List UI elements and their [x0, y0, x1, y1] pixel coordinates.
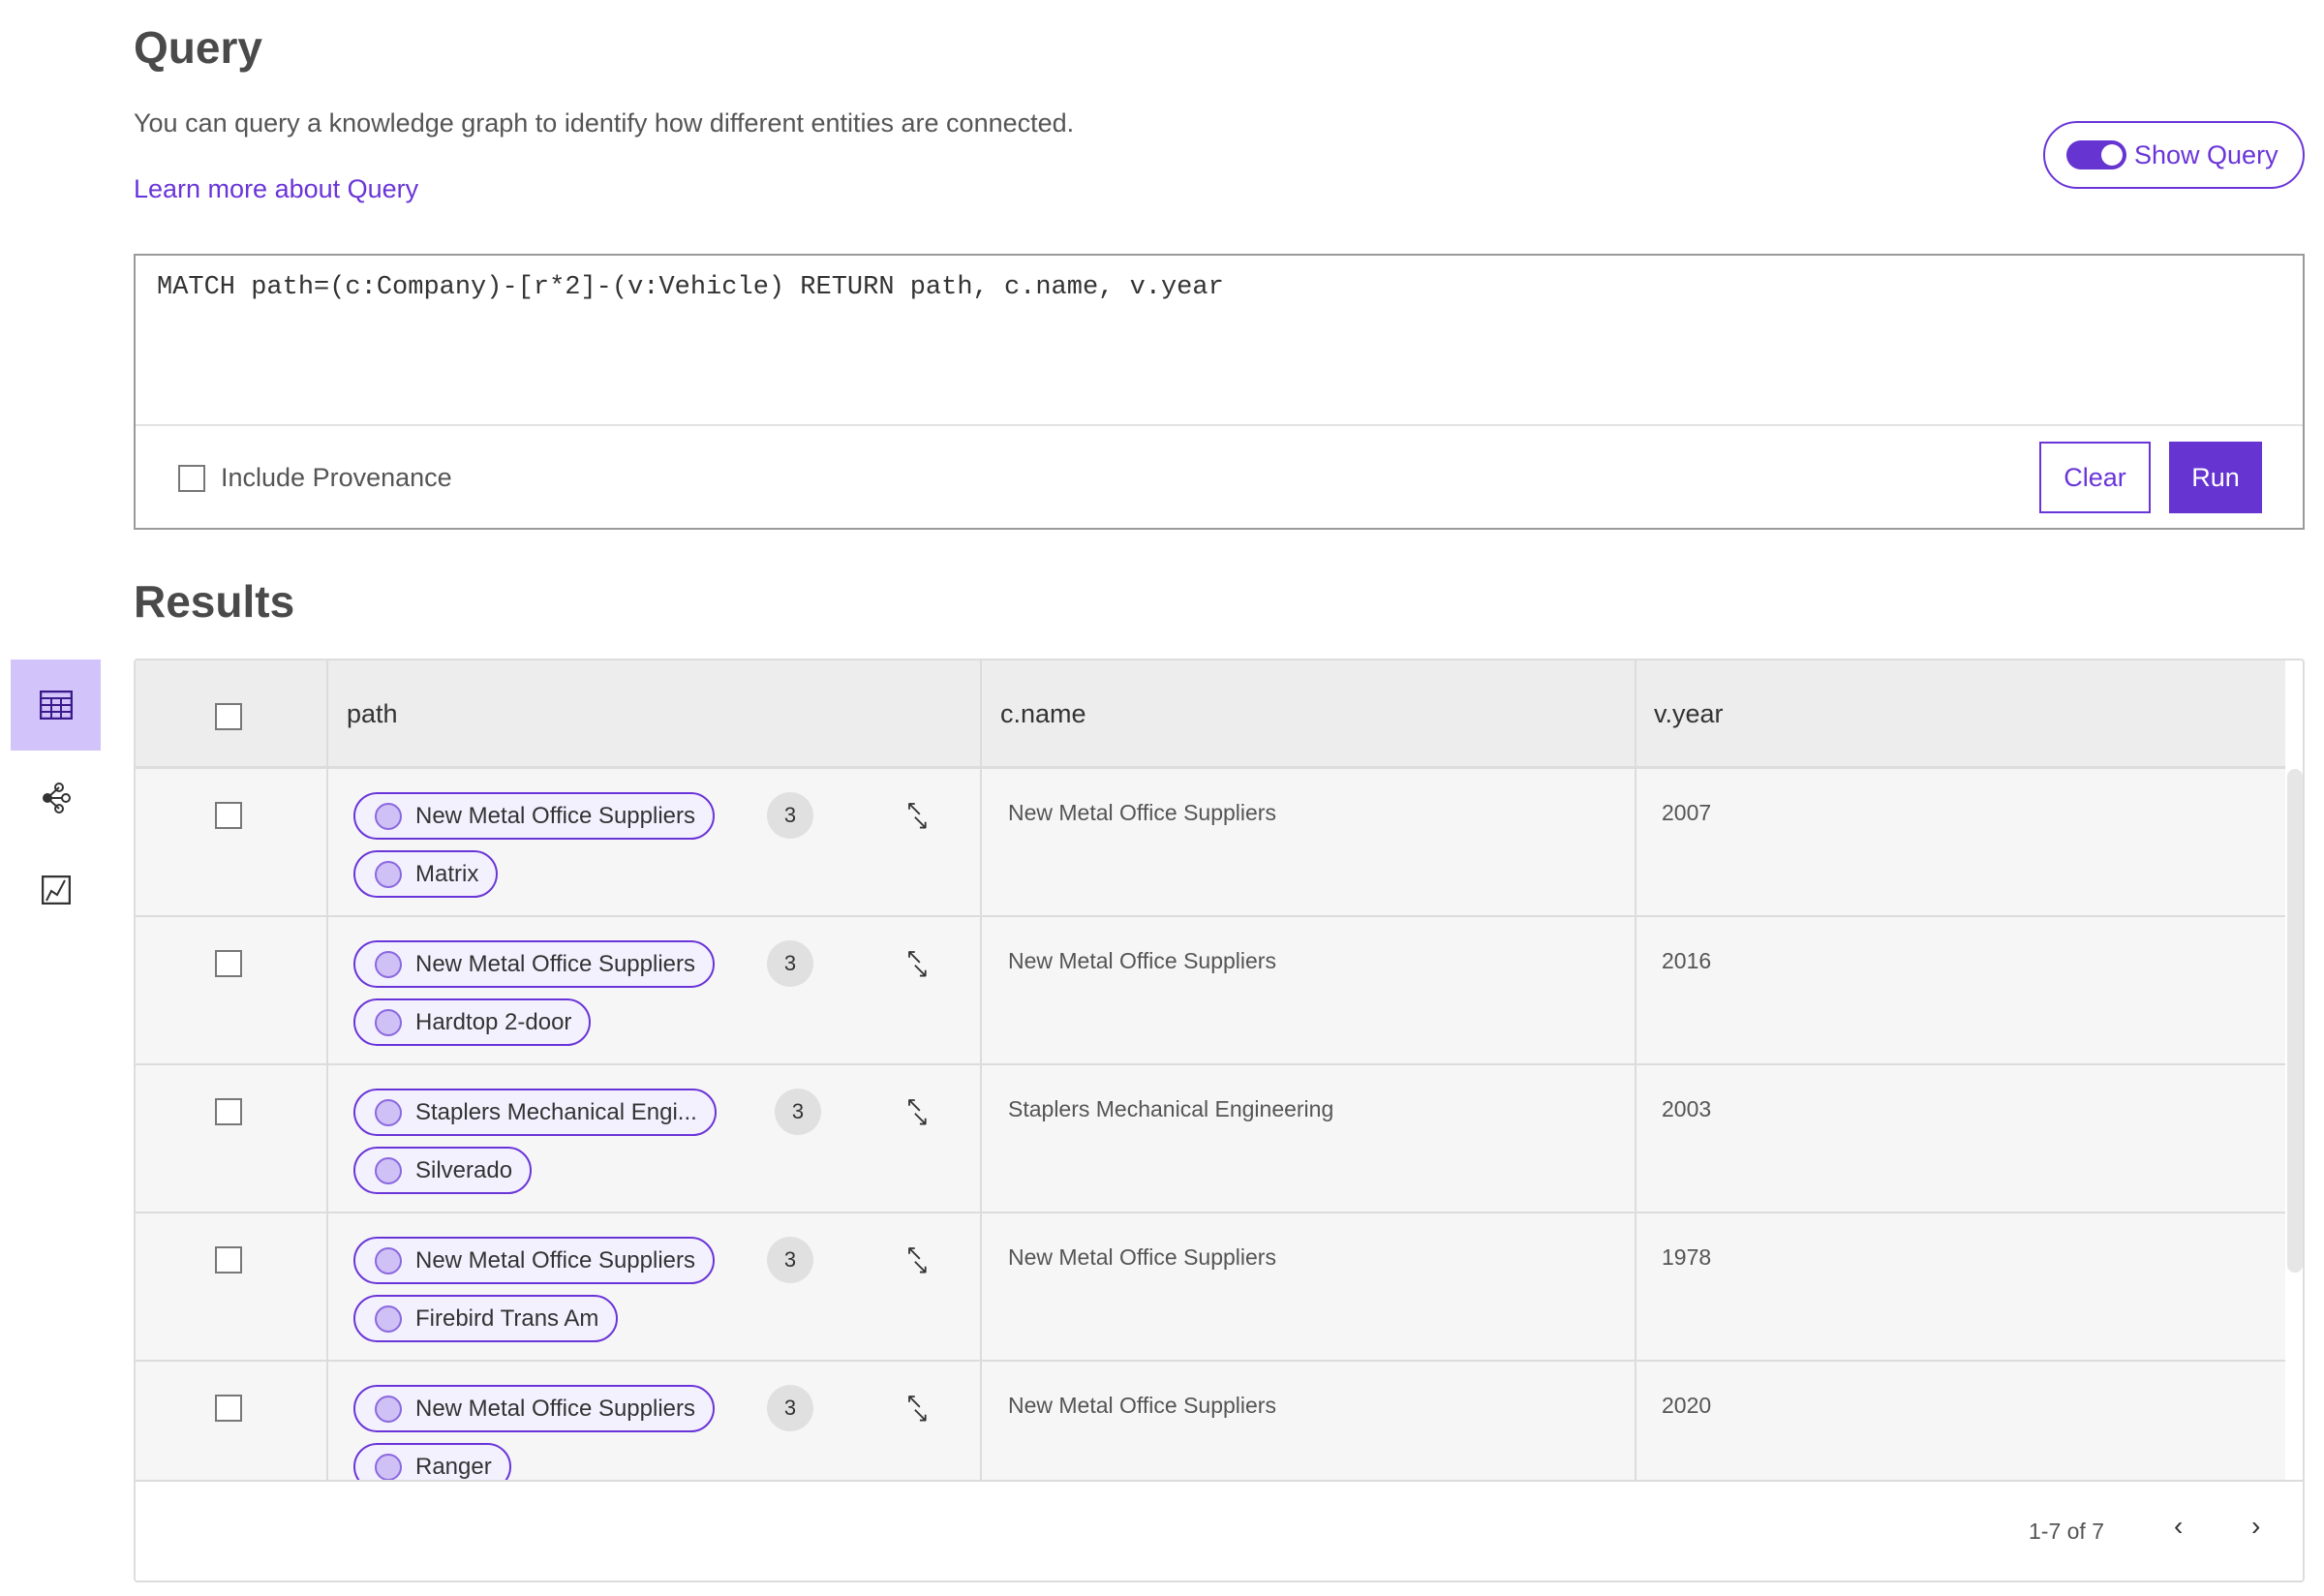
expand-icon[interactable]: ↖ ↘: [905, 1389, 930, 1427]
chip-label: New Metal Office Suppliers: [415, 802, 696, 829]
vyear-cell: 1978: [1662, 1244, 1712, 1270]
path-length-badge: 3: [767, 792, 813, 839]
column-header-vyear[interactable]: v.year: [1654, 699, 1724, 728]
sidebar-item-chart[interactable]: [11, 844, 101, 936]
table-header: path c.name v.year: [136, 660, 2285, 769]
prev-page-button[interactable]: ‹: [2174, 1511, 2184, 1541]
table-footer: 1-7 of 7 ‹ ›: [136, 1480, 2303, 1581]
path-start-node-chip[interactable]: New Metal Office Suppliers: [353, 1237, 716, 1284]
chip-label: Hardtop 2-door: [415, 1008, 572, 1035]
include-provenance-checkbox[interactable]: [178, 464, 205, 492]
node-icon: [375, 1453, 402, 1481]
chip-label: New Metal Office Suppliers: [415, 1395, 696, 1422]
row-checkbox[interactable]: [215, 802, 242, 829]
path-length-badge: 3: [775, 1089, 821, 1135]
path-start-node-chip[interactable]: Staplers Mechanical Engi...: [353, 1089, 717, 1136]
chip-label: Ranger: [415, 1453, 492, 1480]
path-end-node-chip[interactable]: Firebird Trans Am: [353, 1295, 619, 1342]
path-end-node-chip[interactable]: Silverado: [353, 1147, 533, 1194]
row-checkbox[interactable]: [215, 1246, 242, 1274]
chip-label: Silverado: [415, 1156, 513, 1183]
show-query-toggle[interactable]: Show Query: [2043, 121, 2305, 189]
node-icon: [375, 860, 402, 888]
toggle-switch[interactable]: [2066, 140, 2126, 169]
expand-icon[interactable]: ↖ ↘: [905, 1092, 930, 1130]
expand-icon[interactable]: ↖ ↘: [905, 944, 930, 982]
clear-button[interactable]: Clear: [2039, 442, 2151, 513]
results-title: Results: [134, 576, 295, 627]
path-length-badge: 3: [767, 1237, 813, 1283]
query-editor: MATCH path=(c:Company)-[r*2]-(v:Vehicle)…: [134, 254, 2305, 530]
vyear-cell: 2007: [1662, 800, 1712, 825]
node-icon: [375, 1008, 402, 1036]
chip-label: Matrix: [415, 860, 479, 887]
next-page-button[interactable]: ›: [2251, 1511, 2261, 1541]
expand-icon[interactable]: ↖ ↘: [905, 796, 930, 834]
column-header-cname[interactable]: c.name: [1000, 699, 1086, 728]
vyear-cell: 2020: [1662, 1393, 1712, 1418]
include-provenance[interactable]: Include Provenance: [178, 463, 452, 493]
chip-label: Staplers Mechanical Engi...: [415, 1098, 697, 1125]
row-checkbox[interactable]: [215, 950, 242, 977]
page-description: You can query a knowledge graph to ident…: [134, 108, 1075, 138]
node-icon: [375, 802, 402, 830]
sidebar-item-table[interactable]: [11, 660, 101, 751]
expand-icon[interactable]: ↖ ↘: [905, 1241, 930, 1278]
table-row[interactable]: New Metal Office Suppliers 3 Hardtop 2-d…: [136, 917, 2285, 1065]
vertical-scrollbar[interactable]: [2287, 769, 2303, 1273]
vyear-cell: 2016: [1662, 948, 1712, 973]
node-icon: [375, 1304, 402, 1333]
run-button[interactable]: Run: [2169, 442, 2262, 513]
show-query-label: Show Query: [2134, 139, 2278, 169]
graph-icon: [42, 783, 71, 813]
vyear-cell: 2003: [1662, 1096, 1712, 1121]
chip-label: New Metal Office Suppliers: [415, 950, 696, 977]
table-row[interactable]: New Metal Office Suppliers 3 Matrix ↖ ↘ …: [136, 769, 2285, 917]
row-checkbox[interactable]: [215, 1098, 242, 1125]
cname-cell: New Metal Office Suppliers: [1008, 1244, 1276, 1270]
node-icon: [375, 1246, 402, 1274]
cname-cell: New Metal Office Suppliers: [1008, 1393, 1276, 1418]
path-start-node-chip[interactable]: New Metal Office Suppliers: [353, 1385, 716, 1432]
path-length-badge: 3: [767, 940, 813, 987]
select-all-checkbox[interactable]: [215, 703, 242, 730]
path-end-node-chip[interactable]: Hardtop 2-door: [353, 998, 592, 1046]
chip-label: New Metal Office Suppliers: [415, 1246, 696, 1274]
node-icon: [375, 1156, 402, 1184]
path-end-node-chip[interactable]: Matrix: [353, 850, 499, 898]
learn-more-link[interactable]: Learn more about Query: [134, 174, 419, 203]
cname-cell: New Metal Office Suppliers: [1008, 948, 1276, 973]
path-start-node-chip[interactable]: New Metal Office Suppliers: [353, 940, 716, 988]
query-input[interactable]: MATCH path=(c:Company)-[r*2]-(v:Vehicle)…: [136, 256, 2303, 426]
table-row[interactable]: Staplers Mechanical Engi... 3 Silverado …: [136, 1065, 2285, 1213]
node-icon: [375, 1098, 402, 1126]
column-header-path[interactable]: path: [347, 699, 398, 728]
table-row[interactable]: New Metal Office Suppliers 3 Firebird Tr…: [136, 1213, 2285, 1362]
page-title: Query: [134, 22, 262, 73]
include-provenance-label: Include Provenance: [221, 463, 452, 492]
path-start-node-chip[interactable]: New Metal Office Suppliers: [353, 792, 716, 840]
node-icon: [375, 950, 402, 978]
path-length-badge: 3: [767, 1385, 813, 1431]
chart-icon: [41, 875, 71, 905]
results-table: path c.name v.year New Metal Office Supp…: [134, 659, 2305, 1582]
node-icon: [375, 1395, 402, 1423]
pagination-label: 1-7 of 7: [2029, 1519, 2104, 1544]
cname-cell: New Metal Office Suppliers: [1008, 800, 1276, 825]
sidebar-item-graph[interactable]: [11, 752, 101, 844]
table-icon: [39, 691, 73, 720]
cname-cell: Staplers Mechanical Engineering: [1008, 1096, 1334, 1121]
chip-label: Firebird Trans Am: [415, 1304, 599, 1332]
row-checkbox[interactable]: [215, 1395, 242, 1422]
